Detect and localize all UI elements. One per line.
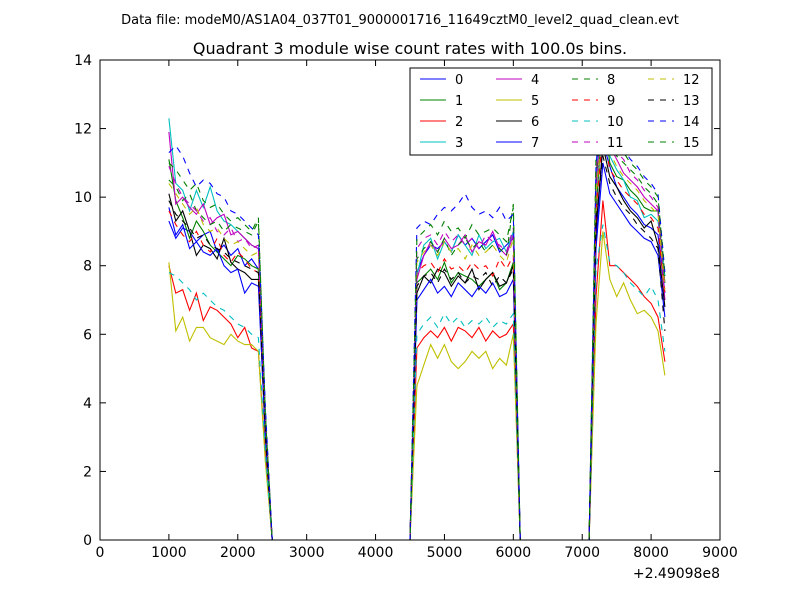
x-tick-label: 1000 bbox=[151, 545, 187, 561]
legend-label-15: 15 bbox=[683, 136, 700, 151]
x-tick-label: 2000 bbox=[220, 545, 256, 561]
legend-label-12: 12 bbox=[683, 73, 700, 88]
legend-label-0: 0 bbox=[455, 73, 463, 88]
y-tick-label: 14 bbox=[74, 53, 92, 69]
plot-frame bbox=[99, 59, 721, 541]
legend-label-14: 14 bbox=[683, 115, 700, 130]
y-tick-label: 0 bbox=[83, 533, 92, 549]
y-tick-label: 12 bbox=[74, 122, 92, 138]
series-15-line bbox=[168, 90, 666, 541]
series-5-line bbox=[168, 231, 666, 541]
legend-label-3: 3 bbox=[455, 136, 463, 151]
legend-box bbox=[409, 67, 713, 156]
x-tick-label: 6000 bbox=[496, 545, 532, 561]
series-7-line bbox=[168, 162, 666, 541]
series-layer bbox=[168, 73, 666, 541]
series-6-line bbox=[168, 145, 666, 541]
legend-label-6: 6 bbox=[531, 115, 539, 130]
y-tick-label: 4 bbox=[83, 396, 92, 412]
legend-label-13: 13 bbox=[683, 94, 700, 109]
legend-label-2: 2 bbox=[455, 115, 463, 130]
x-tick-label: 3000 bbox=[289, 545, 325, 561]
y-tick-label: 8 bbox=[83, 259, 92, 275]
series-10-line bbox=[168, 224, 666, 541]
series-13-line bbox=[168, 155, 666, 541]
series-12-line bbox=[168, 121, 666, 541]
legend-label-11: 11 bbox=[607, 136, 624, 151]
x-tick-label: 4000 bbox=[358, 545, 394, 561]
series-1-line bbox=[168, 111, 666, 541]
x-tick-label: 0 bbox=[96, 545, 105, 561]
y-tick-label: 10 bbox=[74, 190, 92, 206]
y-tick-label: 2 bbox=[83, 464, 92, 480]
chart-title: Quadrant 3 module wise count rates with … bbox=[193, 39, 627, 58]
legend-label-5: 5 bbox=[531, 94, 539, 109]
series-9-line bbox=[168, 131, 666, 541]
legend-label-4: 4 bbox=[531, 73, 539, 88]
x-tick-label: 8000 bbox=[633, 545, 669, 561]
axis-ticks: 0 1000 2000 3000 4000 5000 6000 7000 8000 9000 0 2 4… bbox=[74, 53, 738, 561]
series-8-line bbox=[168, 101, 666, 541]
legend-label-1: 1 bbox=[455, 94, 463, 109]
x-tick-label: 9000 bbox=[702, 545, 738, 561]
x-tick-label: 5000 bbox=[427, 545, 463, 561]
x-tick-label: 7000 bbox=[564, 545, 600, 561]
legend-label-7: 7 bbox=[531, 136, 539, 151]
y-tick-label: 6 bbox=[83, 327, 92, 343]
legend-label-8: 8 bbox=[607, 73, 615, 88]
legend-label-9: 9 bbox=[607, 94, 615, 109]
x-offset-label: +2.49098e8 bbox=[633, 566, 720, 582]
legend-label-10: 10 bbox=[607, 115, 624, 130]
figure-suptitle: Data file: modeM0/AS1A04_037T01_90000017… bbox=[121, 13, 679, 28]
series-2-line bbox=[168, 200, 666, 541]
